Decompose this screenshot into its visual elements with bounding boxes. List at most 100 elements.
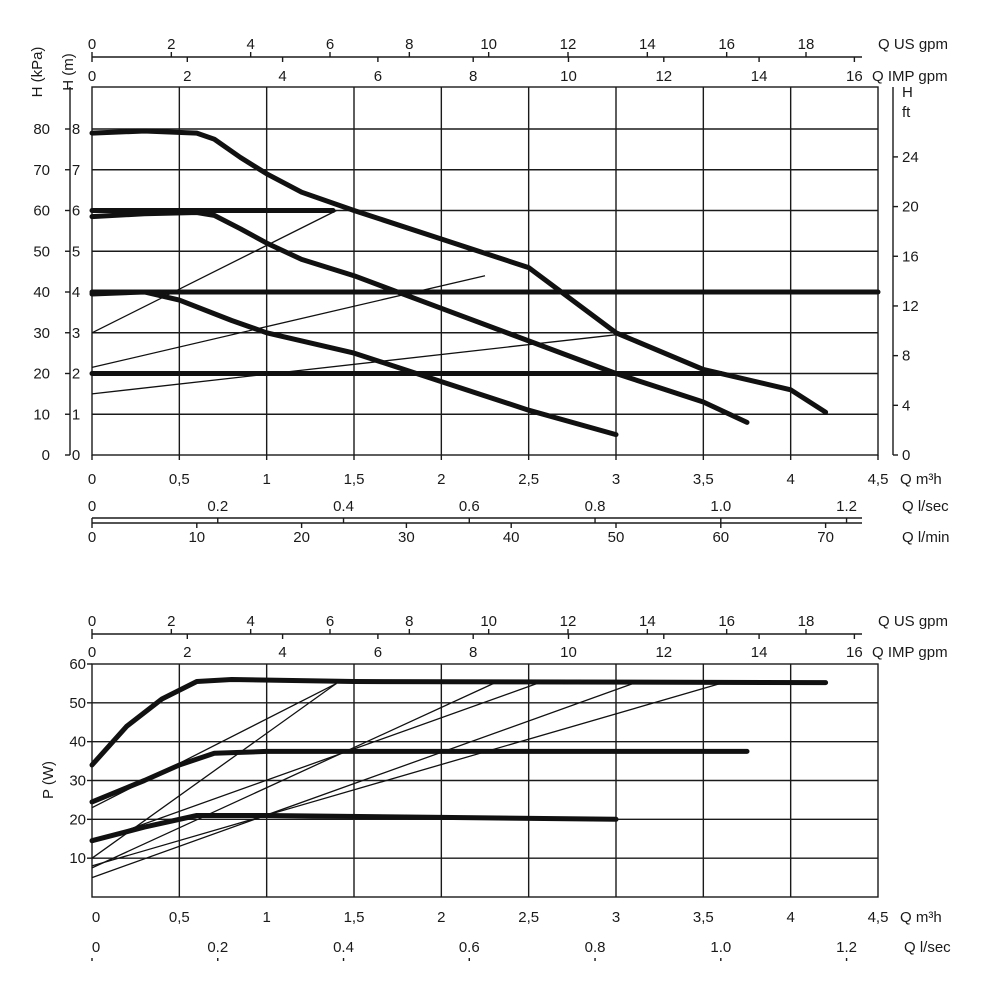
us-gpm-tick-label: 8: [405, 36, 413, 53]
lsec-axis-title: Q l/sec: [904, 939, 951, 956]
power-tick-label: 40: [69, 734, 86, 751]
us-gpm-axis-title: Q US gpm: [878, 613, 948, 630]
power-tick-label: 20: [69, 811, 86, 828]
kpa-tick-label: 80: [33, 121, 50, 138]
imp-gpm-tick-label: 0: [88, 68, 96, 85]
lsec-tick-label: 1.0: [710, 498, 731, 515]
lsec-tick-label: 0: [88, 498, 96, 515]
m3h-tick-label: 2: [437, 471, 445, 488]
lsec-tick-label: 0.2: [207, 939, 228, 956]
kpa-tick-label: 60: [33, 203, 50, 220]
head-series-line: [89, 128, 829, 415]
power-axis-title: P (W): [40, 761, 57, 799]
lmin-tick-label: 40: [503, 529, 520, 546]
imp-gpm-tick-label: 4: [278, 644, 286, 661]
us-gpm-tick-label: 18: [798, 613, 815, 630]
lsec-tick-label: 0.8: [585, 939, 606, 956]
ft-tick-label: 8: [902, 348, 910, 365]
imp-gpm-axis-title: Q IMP gpm: [872, 644, 948, 661]
lmin-tick-label: 70: [817, 529, 834, 546]
kpa-tick-label: 20: [33, 366, 50, 383]
kpa-tick-label: 0: [42, 447, 50, 464]
m3h-tick-label: 3,5: [693, 909, 714, 926]
ft-tick-label: 16: [902, 248, 919, 265]
lsec-tick-label: 0.2: [207, 498, 228, 515]
m3h-tick-label: 3: [612, 471, 620, 488]
us-gpm-tick-label: 4: [246, 613, 254, 630]
us-gpm-tick-label: 16: [718, 613, 735, 630]
ft-tick-label: 4: [902, 397, 910, 414]
imp-gpm-tick-label: 10: [560, 68, 577, 85]
m-axis-title: H (m): [60, 53, 77, 91]
ft-tick-label: 0: [902, 447, 910, 464]
us-gpm-tick-label: 6: [326, 613, 334, 630]
m3h-axis-title: Q m³h: [900, 471, 942, 488]
lsec-tick-label: 0.4: [333, 939, 354, 956]
m-tick-label: 6: [72, 203, 80, 220]
lsec-tick-label: 0.8: [585, 498, 606, 515]
power-series-line: [89, 813, 619, 844]
lsec-axis-title: Q l/sec: [902, 498, 949, 515]
us-gpm-tick-label: 10: [480, 36, 497, 53]
power-series-line: [89, 748, 750, 805]
m-tick-label: 8: [72, 121, 80, 138]
imp-gpm-tick-label: 8: [469, 68, 477, 85]
us-gpm-tick-label: 0: [88, 36, 96, 53]
head-series-line: [91, 275, 486, 369]
power-series-line: [91, 682, 337, 809]
m-tick-label: 1: [72, 406, 80, 423]
lmin-tick-label: 30: [398, 529, 415, 546]
lmin-tick-label: 0: [88, 529, 96, 546]
lsec-tick-label: 1.2: [836, 939, 857, 956]
us-gpm-tick-label: 10: [480, 613, 497, 630]
lmin-tick-label: 50: [608, 529, 625, 546]
imp-gpm-tick-label: 0: [88, 644, 96, 661]
head-series-line: [91, 209, 337, 334]
imp-gpm-tick-label: 2: [183, 68, 191, 85]
m3h-tick-label: 0,5: [169, 909, 190, 926]
kpa-tick-label: 70: [33, 162, 50, 179]
m3h-tick-label: 0,5: [169, 471, 190, 488]
imp-gpm-tick-label: 6: [374, 68, 382, 85]
kpa-tick-label: 10: [33, 406, 50, 423]
head-series-line: [89, 289, 619, 438]
imp-gpm-tick-label: 14: [751, 68, 768, 85]
imp-gpm-axis-title: Q IMP gpm: [872, 68, 948, 85]
m3h-tick-label: 1,5: [344, 909, 365, 926]
lsec-tick-label: 0: [92, 939, 100, 956]
lmin-tick-label: 20: [293, 529, 310, 546]
head-series-line: [89, 210, 750, 425]
us-gpm-tick-label: 18: [798, 36, 815, 53]
imp-gpm-tick-label: 6: [374, 644, 382, 661]
kpa-tick-label: 30: [33, 325, 50, 342]
us-gpm-tick-label: 12: [560, 36, 577, 53]
m3h-tick-label: 1,5: [344, 471, 365, 488]
lmin-axis-title: Q l/min: [902, 529, 950, 546]
imp-gpm-tick-label: 10: [560, 644, 577, 661]
power-series-line: [91, 682, 538, 844]
kpa-axis-title: H (kPa): [29, 47, 46, 98]
ft-axis-title: H: [902, 84, 913, 101]
imp-gpm-tick-label: 8: [469, 644, 477, 661]
power-series-line: [91, 682, 721, 867]
imp-gpm-tick-label: 16: [846, 644, 863, 661]
us-gpm-tick-label: 2: [167, 613, 175, 630]
m3h-tick-label: 2,5: [518, 909, 539, 926]
m3h-tick-label: 0: [92, 909, 100, 926]
m3h-tick-label: 2: [437, 909, 445, 926]
lsec-tick-label: 0.6: [459, 498, 480, 515]
lsec-tick-label: 0.4: [333, 498, 354, 515]
m3h-tick-label: 2,5: [518, 471, 539, 488]
m3h-tick-label: 4: [786, 909, 794, 926]
us-gpm-tick-label: 14: [639, 613, 656, 630]
m3h-tick-label: 4: [786, 471, 794, 488]
m3h-tick-label: 4,5: [868, 909, 889, 926]
lmin-tick-label: 10: [188, 529, 205, 546]
power-series-line: [91, 682, 337, 859]
imp-gpm-tick-label: 12: [655, 68, 672, 85]
m-tick-label: 3: [72, 325, 80, 342]
m3h-tick-label: 3,5: [693, 471, 714, 488]
